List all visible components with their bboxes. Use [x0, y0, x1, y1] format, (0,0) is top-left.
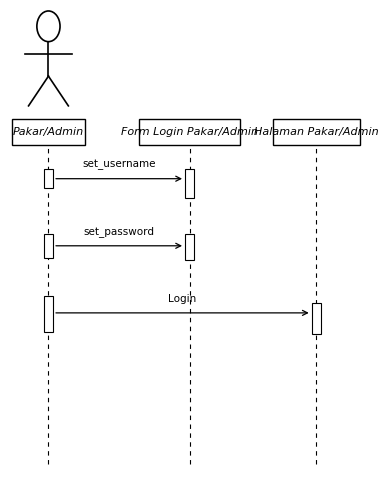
Text: set_username: set_username [82, 160, 156, 170]
Text: Form Login Pakar/Admin: Form Login Pakar/Admin [121, 127, 258, 137]
Text: set_password: set_password [83, 226, 154, 237]
Bar [139, 119, 240, 145]
Bar [12, 119, 85, 145]
Bar [185, 234, 194, 260]
Bar [273, 119, 360, 145]
Bar [44, 296, 53, 332]
Bar [44, 234, 53, 258]
Text: Halaman Pakar/Admin: Halaman Pakar/Admin [254, 127, 379, 137]
Bar [44, 169, 53, 188]
Bar [312, 303, 321, 335]
Text: Pakar/Admin: Pakar/Admin [13, 127, 84, 137]
Text: Login: Login [168, 294, 196, 304]
Bar [185, 169, 194, 198]
